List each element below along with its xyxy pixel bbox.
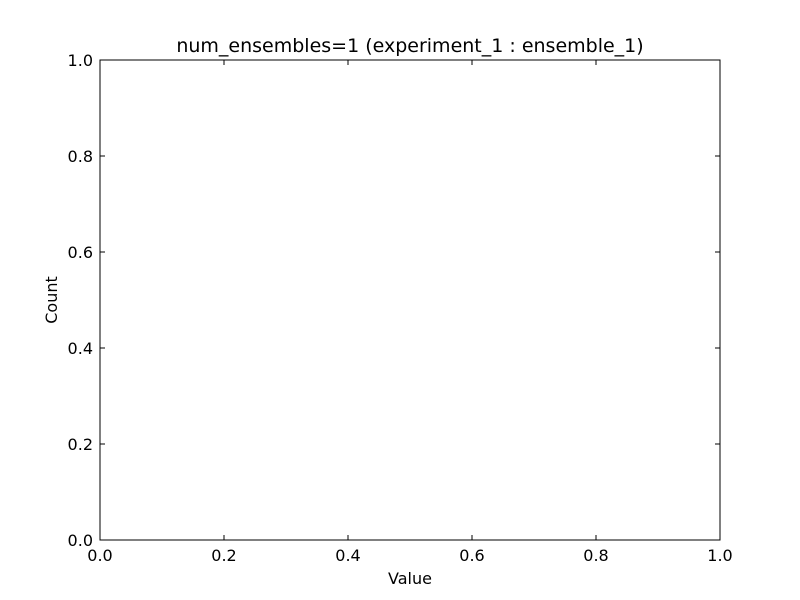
x-tick-label: 0.0 xyxy=(87,546,112,565)
x-tick-label: 1.0 xyxy=(707,546,732,565)
y-tick-label: 1.0 xyxy=(68,51,93,70)
x-axis-ticks: 0.0 0.2 0.4 0.6 0.8 1.0 xyxy=(87,60,733,565)
y-tick-label: 0.0 xyxy=(68,531,93,550)
y-axis-label: Count xyxy=(42,276,61,324)
y-tick-label: 0.4 xyxy=(68,339,93,358)
x-axis-label: Value xyxy=(388,569,432,588)
x-tick-label: 0.4 xyxy=(335,546,360,565)
y-tick-label: 0.2 xyxy=(68,435,93,454)
y-tick-label: 0.6 xyxy=(68,243,93,262)
x-tick-label: 0.8 xyxy=(583,546,608,565)
y-tick-label: 0.8 xyxy=(68,147,93,166)
x-tick-label: 0.6 xyxy=(459,546,484,565)
chart-title: num_ensembles=1 (experiment_1 : ensemble… xyxy=(176,35,643,57)
y-axis-ticks: 0.0 0.2 0.4 0.6 0.8 1.0 xyxy=(68,51,720,550)
x-tick-label: 0.2 xyxy=(211,546,236,565)
plot-area-frame xyxy=(99,59,721,541)
